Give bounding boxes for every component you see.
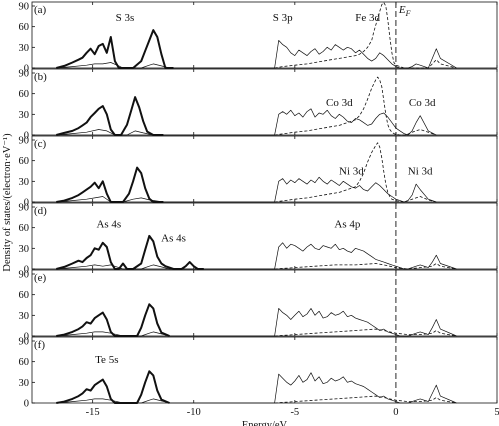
y-tick-label: 30 xyxy=(19,177,30,188)
y-tick-label: 30 xyxy=(19,244,30,255)
y-tick-label: 30 xyxy=(19,43,30,54)
peak-label: As 4s xyxy=(161,232,186,244)
dos-series-bold xyxy=(56,29,174,69)
fermi-level-subscript: F xyxy=(405,9,411,18)
y-tick-label: 0 xyxy=(24,131,29,142)
peak-label: Te 5s xyxy=(95,354,118,366)
y-tick-label: 0 xyxy=(24,399,29,410)
x-tick-label: -5 xyxy=(290,407,299,418)
y-tick-label: 0 xyxy=(24,265,29,276)
dos-series-dashed xyxy=(274,395,457,404)
panel-tag: (e) xyxy=(34,272,47,284)
x-tick-label: 5 xyxy=(494,407,499,418)
dos-series-thin xyxy=(56,242,457,270)
panel-tag: (b) xyxy=(34,71,47,83)
y-tick-label: 60 xyxy=(19,89,30,100)
dos-series-dashed xyxy=(274,328,457,337)
dos-series-thin xyxy=(56,308,457,337)
x-tick-label: -10 xyxy=(187,407,201,418)
y-tick-label: 30 xyxy=(19,378,30,389)
panel-frame xyxy=(31,269,498,337)
fermi-level-label: EF xyxy=(398,4,411,18)
y-tick-label: 0 xyxy=(24,332,29,343)
dos-series-bold xyxy=(56,96,164,136)
y-tick-label: 60 xyxy=(19,156,30,167)
dos-series-dashed xyxy=(274,2,457,69)
y-tick-label: 90 xyxy=(19,2,30,13)
peak-label: S 3p xyxy=(273,12,293,24)
y-tick-label: 90 xyxy=(19,136,30,147)
panel-tag: (a) xyxy=(34,4,47,16)
dos-series-bold xyxy=(56,370,170,404)
peak-label: S 3s xyxy=(116,12,135,24)
panel-tag: (f) xyxy=(34,339,45,351)
panel-frame xyxy=(31,1,498,69)
dos-series-dashed xyxy=(274,76,437,136)
dos-series-thin xyxy=(56,108,437,136)
peak-label: As 4p xyxy=(334,219,360,231)
y-tick-label: 60 xyxy=(19,357,30,368)
dos-series-bold xyxy=(56,166,164,203)
peak-label: Co 3d xyxy=(409,97,436,109)
y-tick-label: 90 xyxy=(19,69,30,80)
y-axis-title: Density of states/(electron·eV⁻¹) xyxy=(2,133,13,272)
x-tick-label: -15 xyxy=(86,407,100,418)
y-tick-label: 0 xyxy=(24,198,29,209)
dos-series-dashed xyxy=(274,142,437,203)
y-tick-label: 30 xyxy=(19,311,30,322)
dos-series-dashed xyxy=(274,263,457,270)
dos-series-thin xyxy=(56,372,457,404)
panel-tag: (c) xyxy=(34,138,47,150)
x-axis-title: Energy/eV xyxy=(242,420,288,426)
y-tick-label: 60 xyxy=(19,22,30,33)
y-tick-label: 90 xyxy=(19,270,30,281)
peak-label: Ni 3d xyxy=(408,165,433,177)
peak-label: As 4s xyxy=(96,219,121,231)
dos-series-thin xyxy=(56,176,437,203)
y-tick-label: 60 xyxy=(19,223,30,234)
y-tick-label: 90 xyxy=(19,337,30,348)
y-tick-label: 0 xyxy=(24,64,29,75)
panel-tag: (d) xyxy=(34,205,47,217)
y-tick-label: 60 xyxy=(19,290,30,301)
y-tick-label: 90 xyxy=(19,203,30,214)
panel-frame xyxy=(31,336,498,404)
x-tick-label: 0 xyxy=(393,407,398,418)
peak-label: Fe 3d xyxy=(355,12,380,24)
peak-label: Ni 3d xyxy=(339,165,364,177)
panel-frame xyxy=(31,202,498,270)
y-tick-label: 30 xyxy=(19,110,30,121)
dos-series-bold xyxy=(56,303,170,337)
peak-label: Co 3d xyxy=(326,97,353,109)
